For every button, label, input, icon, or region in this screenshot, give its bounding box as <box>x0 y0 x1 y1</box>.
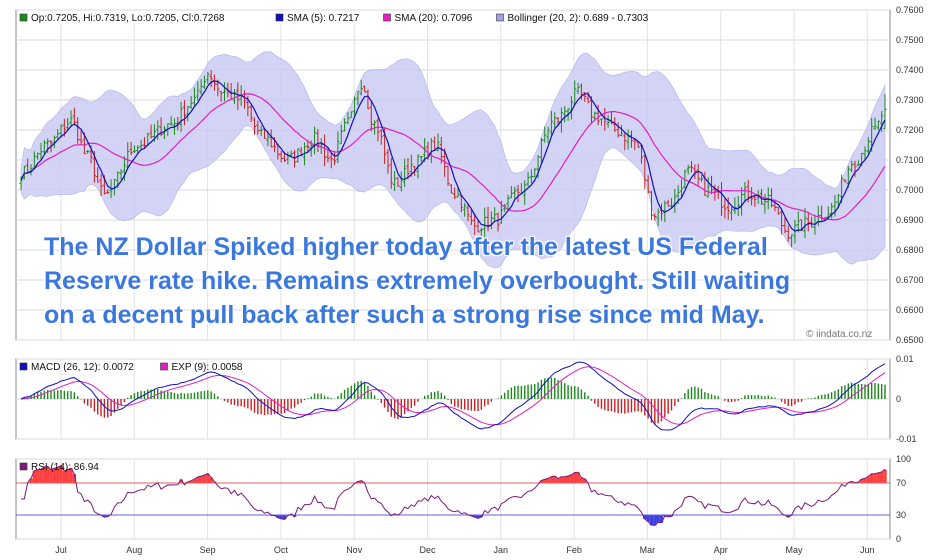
month-label: Aug <box>126 545 142 555</box>
price-legend-label: Op:0.7205, Hi:0.7319, Lo:0.7205, Cl:0.72… <box>31 13 225 24</box>
month-label: Oct <box>274 545 289 555</box>
rsi-ytick-label: 30 <box>896 510 906 520</box>
rsi-frame <box>15 458 891 540</box>
price-ytick-label: 0.7100 <box>896 155 924 165</box>
rsi-legend-label: RSI (14): 86.94 <box>31 462 99 473</box>
price-ytick-label: 0.6600 <box>896 305 924 315</box>
price-ytick-label: 0.7500 <box>896 35 924 45</box>
price-legend-label: SMA (20): 0.7096 <box>395 13 473 24</box>
month-label: Jan <box>494 545 509 555</box>
sma20-line <box>20 93 886 221</box>
month-label: Apr <box>714 545 728 555</box>
month-label: Nov <box>346 545 363 555</box>
price-legend-bg <box>17 11 577 24</box>
price-legend-swatch <box>275 13 284 22</box>
sma5-line <box>20 80 886 232</box>
rsi-line <box>21 465 886 526</box>
month-label: Jun <box>860 545 875 555</box>
bollinger-band <box>20 51 886 269</box>
price-legend-swatch <box>383 13 391 22</box>
rsi-ytick-label: 70 <box>896 478 906 488</box>
price-ytick-label: 0.7200 <box>896 125 924 135</box>
macd-ytick-label: -0.01 <box>896 434 917 444</box>
price-legend-swatch <box>496 13 504 22</box>
price-legend-label: SMA (5): 0.7217 <box>287 13 360 24</box>
month-label: Jul <box>55 545 67 555</box>
price-ytick-label: 0.6900 <box>896 215 924 225</box>
rsi-legend-swatch <box>19 462 28 471</box>
month-label: Dec <box>419 545 436 555</box>
month-label: Mar <box>640 545 656 555</box>
month-label: Feb <box>566 545 582 555</box>
macd-legend-label: EXP (9): 0.0058 <box>172 362 243 373</box>
price-ytick-label: 0.6800 <box>896 245 924 255</box>
macd-legend-label: MACD (26, 12): 0.0072 <box>31 362 134 373</box>
annotation-line: on a decent pull back after such a stron… <box>44 301 765 329</box>
macd-line <box>20 361 886 431</box>
price-ytick-label: 0.6700 <box>896 275 924 285</box>
watermark: © iindata.co.nz <box>806 329 873 340</box>
macd-legend-swatch <box>160 362 168 371</box>
macd-ytick-label: 0.01 <box>896 354 914 364</box>
rsi-ytick-label: 0 <box>896 534 901 544</box>
price-ytick-label: 0.7000 <box>896 185 924 195</box>
annotation-text: The NZ Dollar Spiked higher today after … <box>44 230 884 332</box>
annotation-line: Reserve rate hike. Remains extremely ove… <box>44 267 791 295</box>
price-legend-label: Bollinger (20, 2): 0.689 - 0.7303 <box>508 13 649 24</box>
macd-legend-swatch <box>19 362 28 371</box>
price-ytick-label: 0.7300 <box>896 95 924 105</box>
price-ytick-label: 0.7400 <box>896 65 924 75</box>
macd-ytick-label: 0 <box>896 394 901 404</box>
price-ytick-label: 0.7600 <box>896 5 924 15</box>
price-ytick-label: 0.6500 <box>896 335 924 345</box>
rsi-ytick-label: 100 <box>896 454 911 464</box>
month-label: May <box>785 545 803 555</box>
annotation-line: The NZ Dollar Spiked higher today after … <box>44 233 768 261</box>
price-legend-swatch <box>19 13 28 22</box>
month-label: Sep <box>200 545 216 555</box>
